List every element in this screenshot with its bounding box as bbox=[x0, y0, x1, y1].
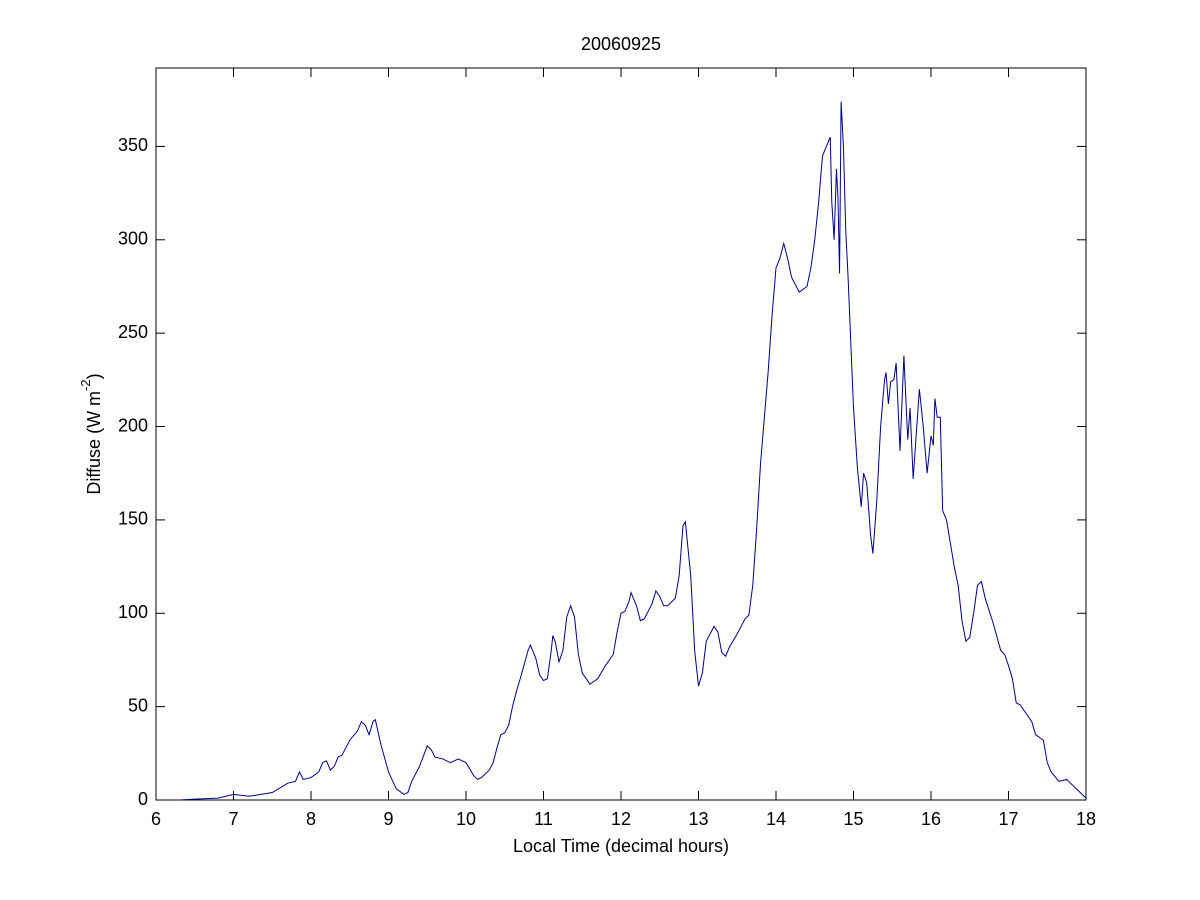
x-tick-label: 13 bbox=[688, 809, 708, 829]
x-tick-label: 18 bbox=[1076, 809, 1096, 829]
x-tick-label: 8 bbox=[306, 809, 316, 829]
x-axis-label: Local Time (decimal hours) bbox=[513, 836, 729, 856]
y-label-superscript: -2 bbox=[78, 379, 93, 391]
x-tick-label: 15 bbox=[843, 809, 863, 829]
y-tick-label: 0 bbox=[138, 789, 148, 809]
x-tick-label: 9 bbox=[383, 809, 393, 829]
x-tick-label: 6 bbox=[151, 809, 161, 829]
y-tick-label: 300 bbox=[118, 229, 148, 249]
x-tick-label: 17 bbox=[998, 809, 1018, 829]
x-tick-label: 12 bbox=[611, 809, 631, 829]
y-tick-label: 150 bbox=[118, 509, 148, 529]
plot-frame bbox=[155, 67, 1087, 801]
x-tick-label: 14 bbox=[766, 809, 786, 829]
chart-title: 20060925 bbox=[581, 34, 661, 54]
y-label-text: Diffuse (W m bbox=[84, 391, 104, 495]
y-tick-label: 350 bbox=[118, 135, 148, 155]
x-tick-label: 16 bbox=[921, 809, 941, 829]
x-tick-label: 10 bbox=[456, 809, 476, 829]
y-tick-label: 200 bbox=[118, 415, 148, 435]
y-label-suffix: ) bbox=[84, 373, 104, 379]
y-tick-label: 250 bbox=[118, 322, 148, 342]
y-tick-label: 100 bbox=[118, 602, 148, 622]
x-tick-label: 7 bbox=[228, 809, 238, 829]
y-tick-label: 50 bbox=[128, 695, 148, 715]
data-line bbox=[179, 101, 1087, 801]
y-axis-label: Diffuse (W m-2) bbox=[78, 373, 103, 494]
x-tick-label: 11 bbox=[534, 809, 553, 829]
